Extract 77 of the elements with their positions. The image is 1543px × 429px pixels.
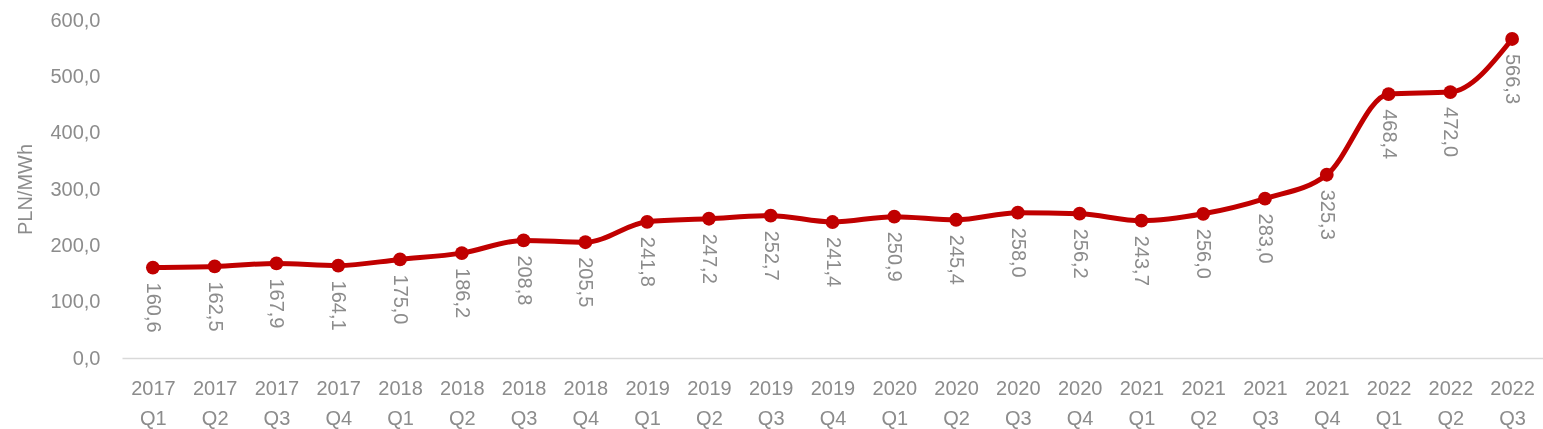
x-tick-label: 2019 Q1 <box>625 376 670 429</box>
data-label: 252,7 <box>760 230 783 281</box>
data-label: 167,9 <box>266 278 289 329</box>
data-label: 241,8 <box>637 236 660 287</box>
y-tick-label: 100,0 <box>50 290 101 313</box>
data-label: 208,8 <box>513 255 536 306</box>
point <box>825 215 840 229</box>
x-tick-label: 2022 Q2 <box>1428 376 1474 429</box>
x-tick-label: 2021 Q3 <box>1243 376 1288 429</box>
point <box>1010 205 1025 220</box>
data-label: 243,7 <box>1131 235 1154 286</box>
y-tick-label: 200,0 <box>50 233 101 256</box>
data-label: 283,0 <box>1254 213 1277 264</box>
point <box>331 258 346 273</box>
data-label: 256,2 <box>1069 228 1092 279</box>
data-label: 162,5 <box>204 281 227 332</box>
point <box>146 260 160 275</box>
y-tick-label: 500,0 <box>50 64 101 87</box>
x-tick-label: 2017 Q1 <box>131 376 176 429</box>
y-tick-label: 400,0 <box>50 121 101 144</box>
y-axis-title: PLN/MWh <box>14 143 37 236</box>
x-tick-label: 2018 Q2 <box>440 376 485 429</box>
x-tick-label: 2022 Q1 <box>1366 376 1412 429</box>
data-label: 160,6 <box>142 282 165 333</box>
x-tick-label: 2018 Q3 <box>501 376 547 429</box>
point <box>1196 206 1211 221</box>
data-label: 566,3 <box>1502 53 1525 105</box>
point <box>949 212 963 227</box>
data-label: 164,1 <box>328 280 351 331</box>
x-tick-label: 2018 Q4 <box>563 376 609 429</box>
x-tick-label: 2020 Q2 <box>934 376 979 429</box>
point <box>1381 87 1396 102</box>
x-tick-label: 2018 Q1 <box>378 376 423 429</box>
y-tick-label: 300,0 <box>50 177 101 200</box>
point <box>454 246 469 260</box>
data-label: 250,9 <box>884 231 907 282</box>
x-tick-label: 2021 Q1 <box>1119 376 1165 429</box>
data-label: 245,4 <box>946 234 969 285</box>
data-label: 175,0 <box>390 274 413 325</box>
x-tick-label: 2019 Q2 <box>687 376 732 429</box>
data-label: 256,0 <box>1193 228 1216 279</box>
point <box>207 259 222 274</box>
data-label: 247,2 <box>698 233 721 284</box>
point <box>1443 85 1458 99</box>
x-tick-label: 2019 Q3 <box>748 376 794 429</box>
point <box>578 235 593 250</box>
data-label: 325,3 <box>1316 189 1339 240</box>
point <box>1072 206 1087 221</box>
x-tick-label: 2021 Q4 <box>1305 376 1350 429</box>
point <box>702 211 716 226</box>
x-tick-label: 2019 Q4 <box>810 376 856 429</box>
point <box>516 233 531 248</box>
y-tick-label: 0,0 <box>72 346 101 369</box>
point <box>640 214 655 229</box>
x-tick-label: 2022 Q3 <box>1490 376 1535 429</box>
x-tick-label: 2020 Q3 <box>996 376 1041 429</box>
data-label: 472,0 <box>1440 107 1463 158</box>
point <box>1134 213 1149 228</box>
x-tick-label: 2017 Q4 <box>316 376 361 429</box>
x-tick-label: 2017 Q2 <box>192 376 238 429</box>
data-label: 258,0 <box>1007 227 1030 278</box>
point <box>763 208 778 223</box>
data-label: 468,4 <box>1378 109 1401 160</box>
y-tick-label: 600,0 <box>50 8 101 31</box>
point <box>1319 167 1334 182</box>
point <box>887 209 902 224</box>
point <box>393 252 407 267</box>
data-label: 186,2 <box>451 268 474 319</box>
data-label: 241,4 <box>822 237 845 288</box>
point <box>1505 32 1519 46</box>
x-tick-label: 2017 Q3 <box>254 376 300 429</box>
x-tick-label: 2020 Q1 <box>872 376 918 429</box>
x-tick-label: 2021 Q2 <box>1181 376 1226 429</box>
point <box>1258 191 1272 206</box>
point <box>269 256 284 271</box>
data-label: 205,5 <box>575 257 598 308</box>
x-tick-label: 2020 Q4 <box>1057 376 1103 429</box>
